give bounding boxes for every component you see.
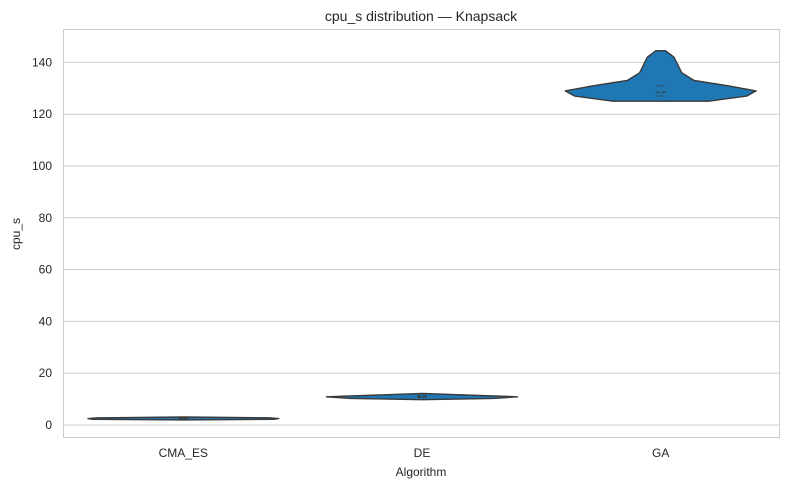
y-tick-label: 40 <box>39 314 53 328</box>
x-axis-label: Algorithm <box>396 465 447 479</box>
x-tick-label: CMA_ES <box>159 446 208 460</box>
chart-title: cpu_s distribution — Knapsack <box>325 8 518 24</box>
plot-frame <box>63 29 780 438</box>
grid-layer <box>64 61 780 426</box>
x-tick-label: DE <box>414 446 431 460</box>
y-tick-label: 20 <box>39 366 53 380</box>
y-tick-label: 100 <box>32 159 52 173</box>
y-tick-label: 60 <box>39 263 53 277</box>
violin-body <box>325 392 519 401</box>
x-tick-label: GA <box>652 446 669 460</box>
y-tick-label: 80 <box>39 211 53 225</box>
tick-layer: 0 20 40 60 80 100 120 140 CMA_ES DE GA <box>32 55 669 460</box>
y-tick-label: 0 <box>45 418 52 432</box>
y-tick-label: 120 <box>32 107 52 121</box>
violin-layer <box>87 50 757 421</box>
y-axis-label: cpu_s <box>9 218 23 250</box>
violin-body <box>564 50 757 102</box>
y-tick-label: 140 <box>32 55 52 69</box>
